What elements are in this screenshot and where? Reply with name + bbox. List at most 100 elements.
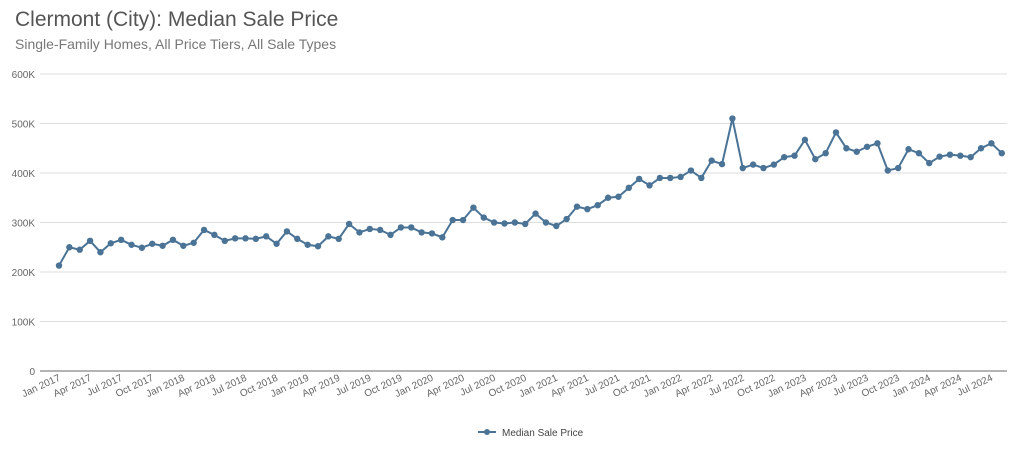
- data-point: [532, 210, 539, 217]
- y-tick-label: 400K: [12, 169, 36, 180]
- data-point: [542, 219, 550, 226]
- data-point: [242, 235, 249, 242]
- y-tick-label: 300K: [12, 219, 36, 230]
- data-point: [356, 229, 363, 236]
- chart-subtitle: Single-Family Homes, All Price Tiers, Al…: [15, 36, 337, 52]
- data-point: [387, 231, 394, 239]
- y-tick-label: 200K: [12, 268, 36, 279]
- data-point: [366, 225, 373, 233]
- data-point: [936, 153, 943, 160]
- data-point: [180, 242, 187, 249]
- data-point: [884, 167, 891, 174]
- data-point: [294, 235, 301, 243]
- data-point: [335, 235, 342, 243]
- data-point: [625, 184, 632, 192]
- data-point: [149, 240, 156, 247]
- data-point: [563, 215, 570, 223]
- data-point: [511, 219, 519, 226]
- data-point: [749, 161, 757, 168]
- data-point: [915, 150, 923, 157]
- data-point: [646, 182, 653, 189]
- data-point: [812, 155, 819, 163]
- x-tick-label: Jul 2024: [956, 373, 995, 399]
- data-point: [169, 236, 177, 244]
- data-point: [304, 241, 311, 248]
- data-point: [718, 160, 726, 168]
- data-point: [926, 159, 933, 167]
- data-point: [822, 150, 829, 157]
- data-point: [211, 231, 218, 239]
- data-point: [200, 226, 208, 234]
- data-point: [739, 164, 746, 172]
- data-point: [573, 203, 581, 210]
- y-tick-label: 500K: [12, 120, 36, 131]
- data-point: [190, 239, 197, 246]
- data-point: [522, 220, 529, 228]
- data-point: [656, 174, 664, 182]
- data-point: [874, 140, 881, 147]
- data-point: [273, 240, 280, 247]
- data-point: [843, 145, 850, 152]
- data-point: [708, 157, 715, 164]
- data-point: [594, 201, 601, 209]
- data-point: [221, 237, 228, 245]
- data-point: [449, 216, 456, 224]
- data-point: [667, 174, 674, 182]
- data-point: [635, 175, 643, 183]
- data-point: [946, 151, 954, 158]
- data-point: [584, 205, 591, 213]
- data-point: [729, 115, 736, 122]
- data-point: [977, 145, 985, 152]
- data-point: [231, 235, 239, 242]
- data-point: [325, 233, 332, 240]
- data-point: [781, 153, 788, 161]
- data-point: [687, 167, 695, 174]
- data-point: [428, 230, 436, 237]
- data-point: [957, 152, 964, 159]
- data-point: [698, 174, 705, 182]
- data-point: [408, 224, 415, 231]
- y-tick-label: 0: [29, 367, 35, 378]
- data-point: [677, 173, 684, 181]
- y-tick-label: 100K: [12, 318, 36, 329]
- y-tick-label: 600K: [12, 70, 36, 81]
- data-point: [66, 244, 73, 251]
- data-point: [863, 143, 871, 150]
- data-point: [615, 193, 622, 200]
- data-point: [801, 136, 809, 144]
- data-point: [459, 216, 467, 224]
- data-point: [553, 222, 560, 230]
- data-point: [283, 228, 291, 235]
- data-point: [470, 204, 477, 211]
- data-point: [501, 220, 508, 227]
- data-point: [86, 237, 94, 245]
- data-point: [76, 246, 83, 253]
- data-point: [263, 233, 270, 240]
- data-point: [988, 140, 995, 147]
- data-point: [832, 129, 840, 136]
- chart-title: Clermont (City): Median Sale Price: [15, 8, 339, 31]
- data-point: [128, 241, 135, 248]
- legend-label: Median Sale Price: [502, 428, 584, 439]
- data-point: [853, 148, 860, 155]
- data-point: [604, 194, 612, 201]
- data-point: [998, 150, 1005, 157]
- data-point: [159, 242, 166, 249]
- data-point: [345, 220, 353, 228]
- data-point: [107, 240, 115, 247]
- series-line: [58, 118, 1003, 267]
- data-point: [418, 229, 425, 236]
- data-point: [894, 164, 902, 172]
- data-point: [480, 214, 487, 221]
- data-point: [490, 219, 498, 226]
- data-point: [760, 164, 767, 172]
- data-point: [791, 152, 798, 159]
- data-point: [314, 243, 322, 250]
- data-point: [376, 226, 384, 234]
- data-point: [397, 224, 405, 231]
- data-point: [252, 235, 260, 243]
- data-point: [439, 234, 446, 241]
- data-point: [97, 249, 104, 256]
- data-point: [770, 161, 778, 168]
